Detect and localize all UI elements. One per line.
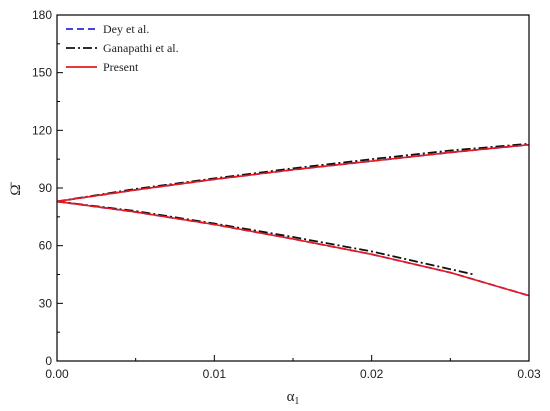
x-tick-label: 0.01 [203, 367, 227, 381]
x-axis-label-main: α [287, 389, 295, 405]
y-tick-label: 60 [39, 239, 53, 253]
y-tick-label: 180 [32, 8, 52, 22]
series-line-solid-lower [56, 200, 530, 297]
x-axis-label-subscript: 1 [294, 396, 299, 407]
y-axis-label: Ω̄ [8, 181, 24, 195]
legend: Dey et al. Ganapathi et al. Present [66, 22, 179, 74]
series-layer [56, 142, 530, 297]
x-tick-label: 0.03 [517, 367, 541, 381]
x-tick-label: 0.02 [360, 367, 384, 381]
x-tick-label: 0.00 [45, 367, 69, 381]
series-line-dashed-upper [56, 143, 530, 203]
legend-label: Dey et al. [103, 22, 149, 36]
series-line-dashed-lower [56, 200, 530, 297]
series-line-dashdot-upper [56, 142, 530, 203]
x-axis-label: α1 [287, 389, 300, 407]
series-line-solid-upper [56, 143, 530, 203]
legend-label: Present [103, 60, 139, 74]
series-line-dashdot-lower [56, 200, 475, 276]
ticks-layer: 0.00 0.01 0.02 0.03 0 30 60 90 120 150 180 [32, 8, 541, 381]
y-tick-label: 0 [45, 354, 52, 368]
legend-label: Ganapathi et al. [103, 41, 179, 55]
y-tick-label: 150 [32, 66, 52, 80]
y-tick-label: 30 [39, 296, 53, 310]
y-tick-label: 90 [39, 181, 53, 195]
y-tick-label: 120 [32, 123, 52, 137]
